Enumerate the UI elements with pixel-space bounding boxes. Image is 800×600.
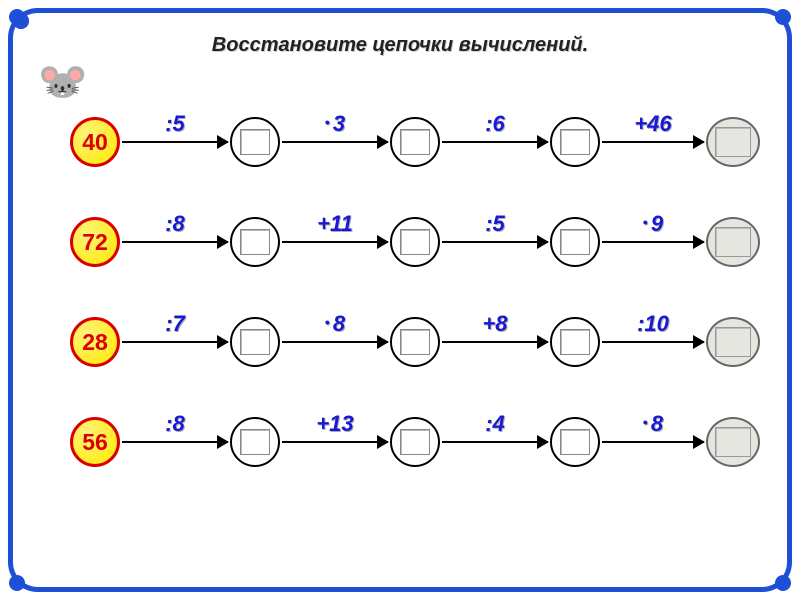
chain-step: •9 [600,217,760,267]
chain-step: •8 [280,317,440,367]
answer-box[interactable] [560,229,590,255]
chain-result-slot[interactable] [706,317,760,367]
chain-answer-slot[interactable] [390,317,440,367]
arrow-icon: :7 [122,341,228,343]
operation-label: +13 [316,411,353,437]
chain-row: 28:7•8+8:10 [70,310,760,374]
arrow-icon: :5 [122,141,228,143]
chain-step: +13 [280,417,440,467]
arrow-icon: :8 [122,441,228,443]
chain-answer-slot[interactable] [390,417,440,467]
operation-label: :10 [637,311,669,337]
operation-label: +46 [634,111,671,137]
operation-label: :8 [165,211,185,237]
chain-answer-slot[interactable] [230,417,280,467]
operation-label: :8 [165,411,185,437]
arrow-icon: :6 [442,141,548,143]
answer-box[interactable] [560,129,590,155]
chain-answer-slot[interactable] [230,117,280,167]
chain-result-slot[interactable] [706,217,760,267]
answer-box[interactable] [560,429,590,455]
answer-box[interactable] [240,329,270,355]
arrow-icon: •9 [602,241,704,243]
answer-box[interactable] [400,329,430,355]
chain-answer-slot[interactable] [230,317,280,367]
answer-box[interactable] [240,229,270,255]
operation-label: :4 [485,411,505,437]
answer-box[interactable] [240,129,270,155]
arrow-icon: :4 [442,441,548,443]
arrow-icon: •8 [282,341,388,343]
chain-answer-slot[interactable] [230,217,280,267]
arrow-icon: :10 [602,341,704,343]
chain-answer-slot[interactable] [550,117,600,167]
answer-box[interactable] [400,229,430,255]
answer-box[interactable] [715,127,751,157]
arrow-icon: •8 [602,441,704,443]
arrow-icon: +46 [602,141,704,143]
chain-answer-slot[interactable] [550,417,600,467]
chain-row: 72:8+11:5•9 [70,210,760,274]
operation-label: •8 [325,311,345,337]
operation-label: :6 [485,111,505,137]
chain-step: :10 [600,317,760,367]
arrow-icon: +11 [282,241,388,243]
chain-result-slot[interactable] [706,417,760,467]
chain-step: :7 [120,317,280,367]
answer-box[interactable] [715,327,751,357]
chain-step: +8 [440,317,600,367]
chain-answer-slot[interactable] [550,317,600,367]
chain-row: 40:5•3:6+46 [70,110,760,174]
chain-start-value: 72 [70,217,120,267]
chain-step: :5 [120,117,280,167]
chain-row: 56:8+13:4•8 [70,410,760,474]
chains-container: 40:5•3:6+4672:8+11:5•928:7•8+8:1056:8+13… [70,110,760,510]
chain-answer-slot[interactable] [550,217,600,267]
operation-label: •9 [643,211,663,237]
chain-step: :5 [440,217,600,267]
arrow-icon: •3 [282,141,388,143]
arrow-icon: +13 [282,441,388,443]
chain-start-value: 40 [70,117,120,167]
answer-box[interactable] [400,129,430,155]
operation-label: +11 [317,211,353,237]
operation-label: +8 [482,311,507,337]
chain-answer-slot[interactable] [390,117,440,167]
arrow-icon: :8 [122,241,228,243]
answer-box[interactable] [715,227,751,257]
chain-step: :4 [440,417,600,467]
operation-label: •8 [643,411,663,437]
chain-step: :8 [120,417,280,467]
mouse-rocket-icon: 🐭 [38,58,88,105]
arrow-icon: +8 [442,341,548,343]
chain-step: :6 [440,117,600,167]
answer-box[interactable] [240,429,270,455]
answer-box[interactable] [715,427,751,457]
arrow-icon: :5 [442,241,548,243]
operation-label: :5 [165,111,185,137]
chain-step: •8 [600,417,760,467]
chain-step: +11 [280,217,440,267]
chain-result-slot[interactable] [706,117,760,167]
chain-answer-slot[interactable] [390,217,440,267]
chain-step: +46 [600,117,760,167]
answer-box[interactable] [400,429,430,455]
chain-start-value: 28 [70,317,120,367]
chain-step: •3 [280,117,440,167]
operation-label: :7 [165,311,185,337]
page-title: Восстановите цепочки вычислений. [0,34,800,57]
chain-start-value: 56 [70,417,120,467]
operation-label: :5 [485,211,505,237]
operation-label: •3 [325,111,345,137]
answer-box[interactable] [560,329,590,355]
chain-step: :8 [120,217,280,267]
